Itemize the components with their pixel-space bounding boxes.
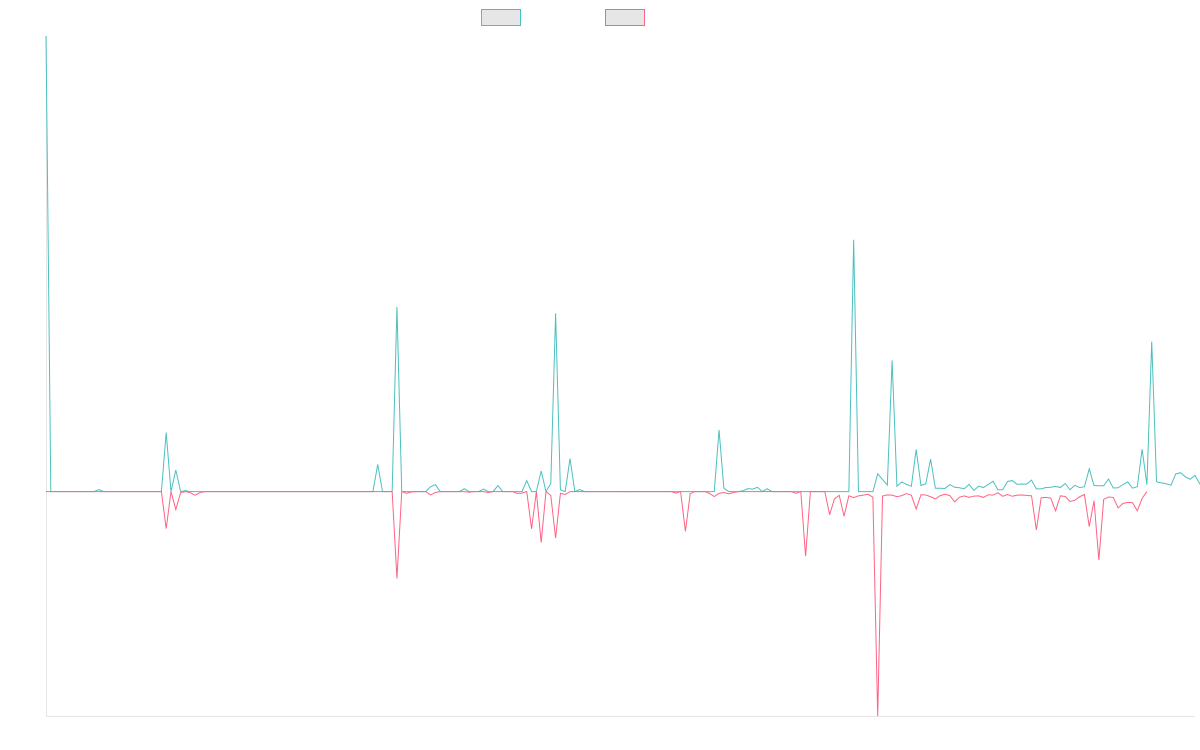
legend [481,9,645,26]
legend-swatch-2[interactable] [605,9,645,26]
legend-swatch-1[interactable] [481,9,521,26]
series-1-line [45,35,1200,493]
plot-area [45,35,1200,717]
axes [46,36,1195,717]
series-2-line [46,490,1148,717]
